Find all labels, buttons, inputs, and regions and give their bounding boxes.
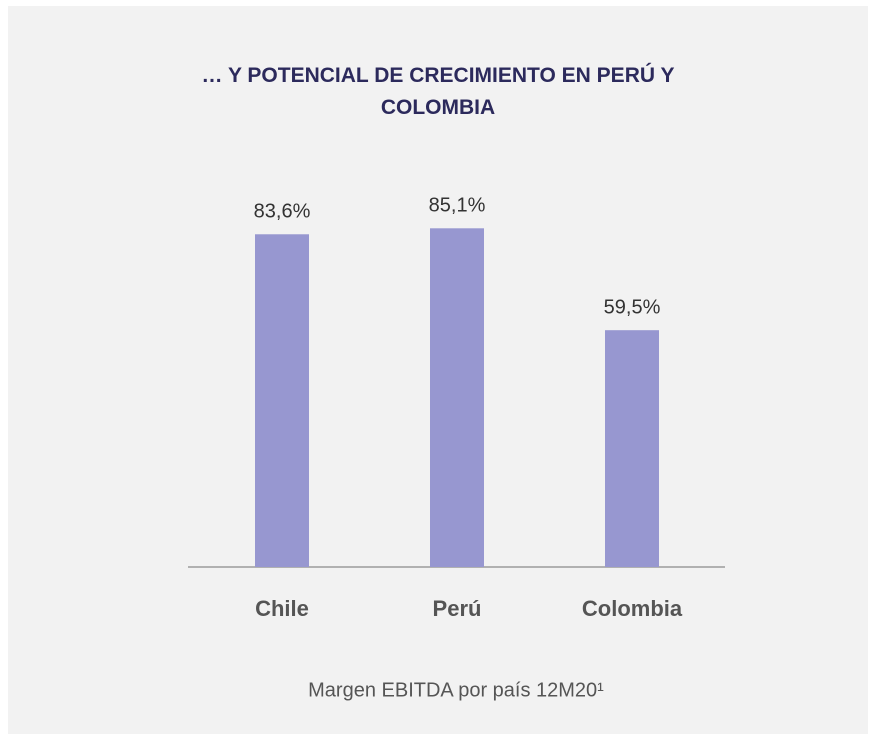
bar <box>430 228 484 567</box>
x-tick-label: Colombia <box>582 596 683 621</box>
bar <box>605 330 659 567</box>
value-label: 83,6% <box>254 201 311 223</box>
bar <box>255 234 309 567</box>
x-tick-label: Perú <box>433 596 482 621</box>
value-label: 59,5% <box>604 296 661 318</box>
chart-title: … Y POTENCIAL DE CRECIMIENTO EN PERÚ Y C… <box>201 64 675 119</box>
value-label: 85,1% <box>429 195 486 217</box>
chart-caption: Margen EBITDA por país 12M20¹ <box>308 679 604 701</box>
x-tick-label: Chile <box>255 596 309 621</box>
